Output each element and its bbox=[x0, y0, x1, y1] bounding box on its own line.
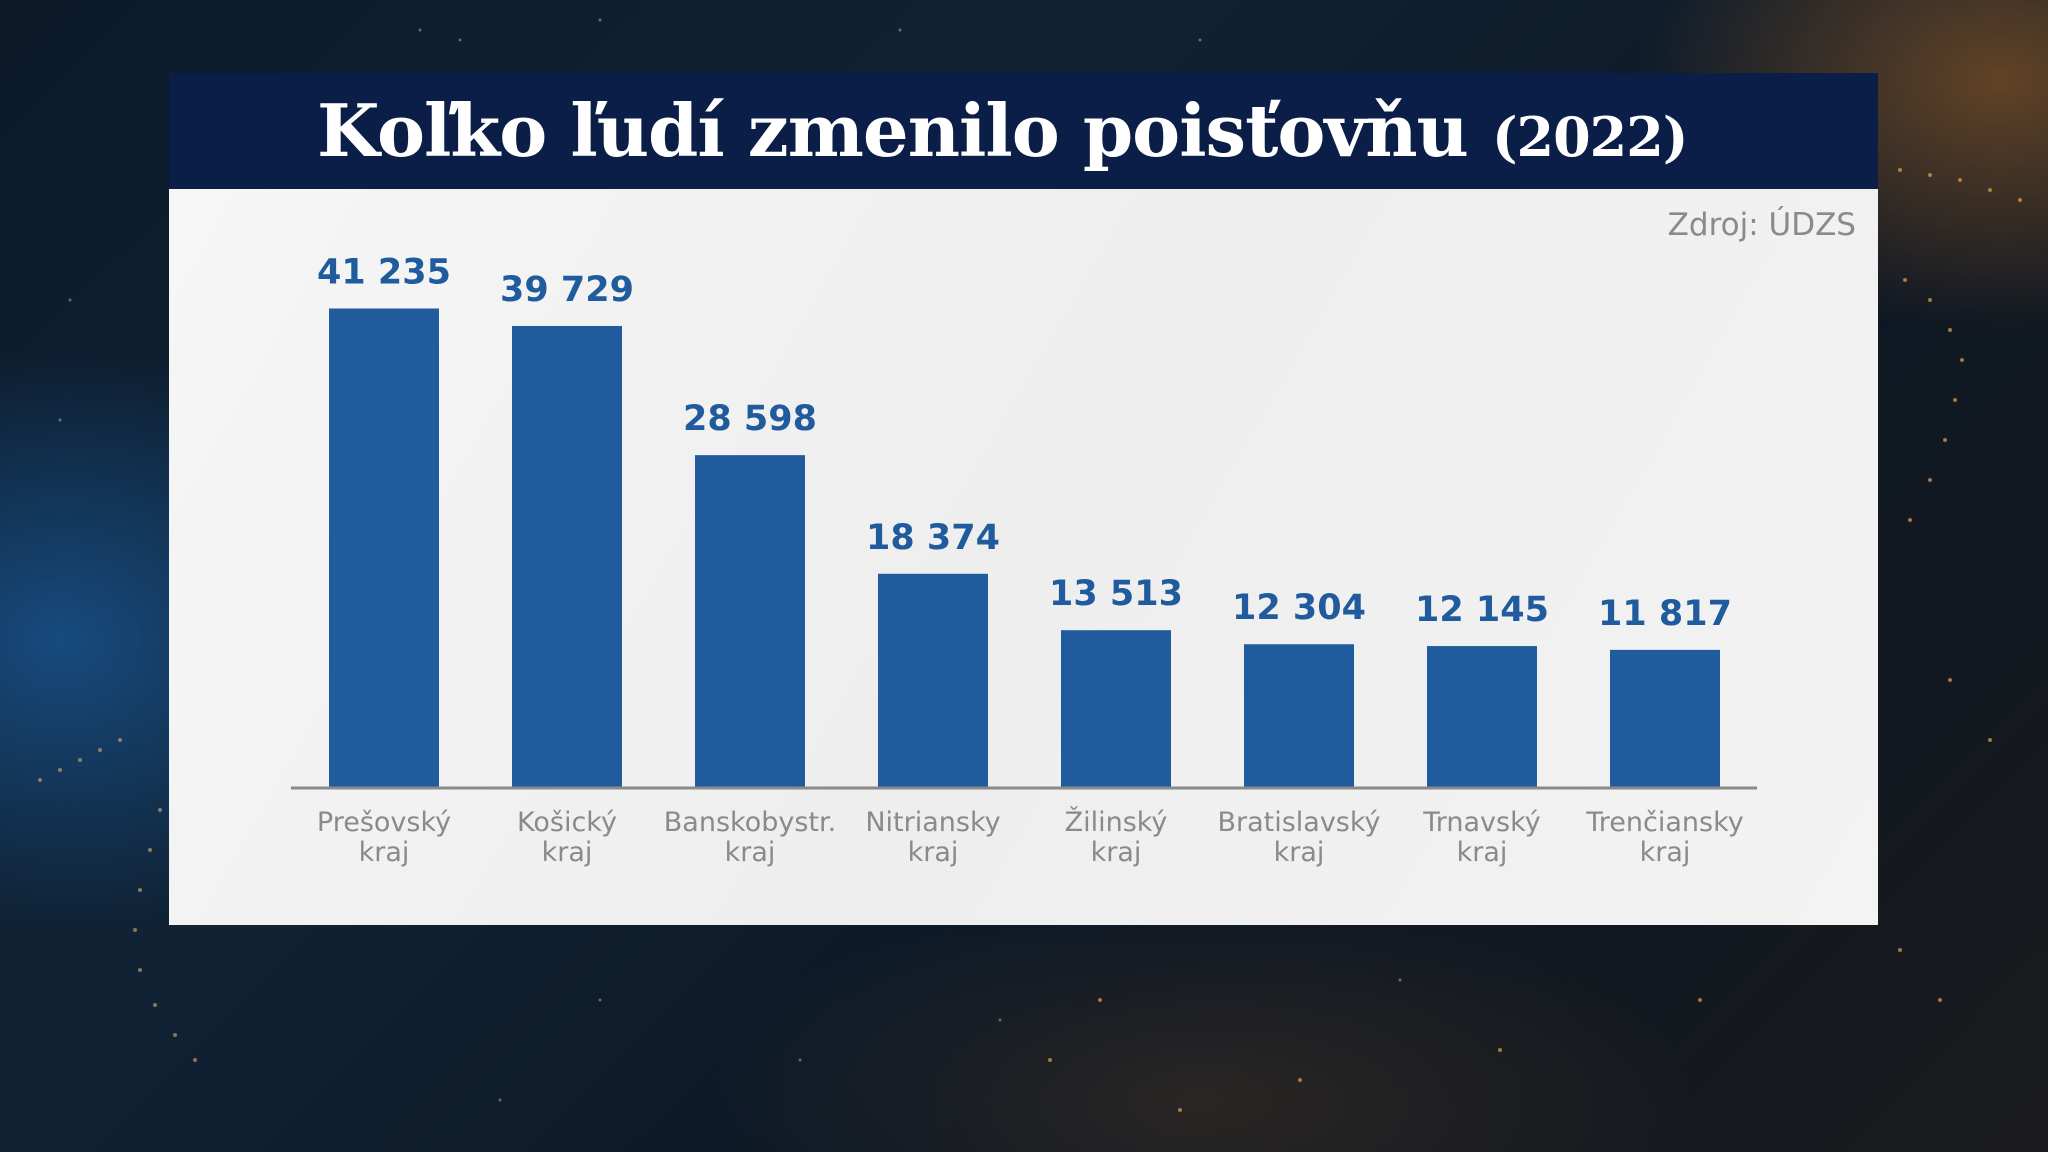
category-label: kraj bbox=[1640, 837, 1691, 868]
bar bbox=[512, 325, 622, 787]
category-label: Prešovský bbox=[317, 807, 451, 838]
category-label: kraj bbox=[542, 837, 593, 868]
category-label: Banskobystr. bbox=[664, 807, 836, 838]
chart-panel: Zdroj: ÚDZS 41 235 Prešovský kraj 39 729 Koš… bbox=[169, 189, 1878, 925]
category-label: Trenčiansky bbox=[1585, 807, 1743, 838]
bar bbox=[1244, 644, 1354, 787]
bar-value-label: 18 374 bbox=[866, 518, 1000, 558]
bar bbox=[695, 455, 805, 787]
bar bbox=[1061, 630, 1171, 787]
category-label: kraj bbox=[1457, 837, 1508, 868]
bar-value-label: 13 513 bbox=[1049, 574, 1183, 614]
bar-value-label: 28 598 bbox=[683, 399, 817, 439]
bar-value-label: 39 729 bbox=[500, 270, 634, 310]
bar bbox=[329, 308, 439, 787]
bar bbox=[878, 573, 988, 787]
category-label: kraj bbox=[1274, 837, 1325, 868]
bar bbox=[1610, 649, 1720, 787]
category-label: Košický bbox=[517, 807, 617, 838]
category-label: Žilinský bbox=[1065, 806, 1168, 838]
category-label: Bratislavský bbox=[1217, 807, 1380, 838]
chart-title-main: Koľko ľudí zmenilo poisťovňu bbox=[317, 88, 1469, 173]
category-label: kraj bbox=[1091, 837, 1142, 868]
bar-value-label: 41 235 bbox=[317, 253, 451, 293]
bar-value-label: 11 817 bbox=[1598, 594, 1732, 634]
category-label: kraj bbox=[908, 837, 959, 868]
category-label: Nitriansky bbox=[865, 807, 1000, 838]
category-label: Trnavský bbox=[1422, 807, 1541, 838]
category-label: kraj bbox=[725, 837, 776, 868]
bar-value-label: 12 145 bbox=[1415, 590, 1549, 630]
category-label: kraj bbox=[359, 837, 410, 868]
source-note: Zdroj: ÚDZS bbox=[1667, 207, 1856, 243]
bar bbox=[1427, 646, 1537, 787]
bar-value-label: 12 304 bbox=[1232, 588, 1366, 628]
chart-title-year: (2022) bbox=[1491, 105, 1688, 169]
title-bar: Koľko ľudí zmenilo poisťovňu (2022) bbox=[169, 73, 1878, 189]
chart-title: Koľko ľudí zmenilo poisťovňu (2022) bbox=[317, 73, 1688, 189]
